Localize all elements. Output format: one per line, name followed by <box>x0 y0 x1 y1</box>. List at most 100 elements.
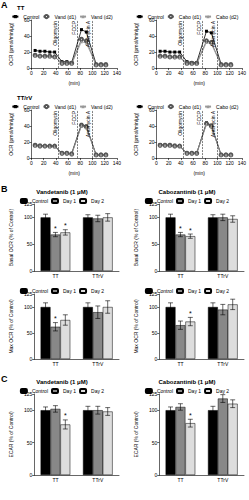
svg-text:Basal OCR (% of Control): Basal OCR (% of Control) <box>133 209 139 267</box>
svg-text:50: 50 <box>27 440 33 446</box>
svg-text:140: 140 <box>113 70 122 76</box>
svg-text:*: * <box>54 315 57 322</box>
svg-text:TTrV: TTrV <box>92 361 104 367</box>
svg-text:0: 0 <box>29 268 32 274</box>
svg-text:OCR (pmol/min/μg): OCR (pmol/min/μg) <box>133 112 139 155</box>
svg-text:*: * <box>64 222 67 229</box>
svg-text:Control: Control <box>157 288 173 294</box>
svg-text:TT: TT <box>52 273 58 279</box>
svg-text:60: 60 <box>190 160 196 166</box>
svg-text:50: 50 <box>152 330 158 336</box>
svg-text:OCR (pmol/min/μg): OCR (pmol/min/μg) <box>8 112 14 155</box>
svg-text:40: 40 <box>149 33 155 39</box>
svg-text:40: 40 <box>178 160 184 166</box>
svg-text:Cabozantinib (1 μM): Cabozantinib (1 μM) <box>159 379 216 385</box>
svg-text:Cabo (d2): Cabo (d2) <box>216 14 239 20</box>
svg-text:Control: Control <box>32 198 48 204</box>
svg-text:*: * <box>54 225 57 232</box>
svg-text:*: * <box>189 227 192 234</box>
svg-text:(min): (min) <box>193 170 205 176</box>
svg-text:60: 60 <box>65 70 71 76</box>
svg-text:60: 60 <box>190 70 196 76</box>
svg-text:Day 2: Day 2 <box>216 288 229 294</box>
svg-text:Day 1: Day 1 <box>63 288 76 294</box>
svg-text:20: 20 <box>149 139 155 145</box>
svg-text:TTrV: TTrV <box>217 477 229 483</box>
svg-text:Control: Control <box>157 198 173 204</box>
svg-text:100: 100 <box>88 160 97 166</box>
svg-text:*: * <box>189 310 192 317</box>
svg-text:0: 0 <box>29 356 32 362</box>
svg-text:*: * <box>64 412 67 419</box>
svg-text:(min): (min) <box>68 80 80 86</box>
svg-text:40: 40 <box>24 123 30 129</box>
svg-text:0: 0 <box>155 70 158 76</box>
svg-text:(min): (min) <box>193 80 205 86</box>
svg-text:*: * <box>179 225 182 232</box>
svg-text:20: 20 <box>166 160 172 166</box>
svg-text:(min): (min) <box>68 170 80 176</box>
svg-text:FCCP: FCCP <box>196 20 202 34</box>
svg-text:Oligomycin: Oligomycin <box>52 21 58 46</box>
svg-text:TTrV: TTrV <box>92 273 104 279</box>
svg-text:100: 100 <box>88 70 97 76</box>
svg-text:Day 2: Day 2 <box>91 288 104 294</box>
svg-text:0: 0 <box>29 472 32 478</box>
svg-text:Oligomycin: Oligomycin <box>177 21 183 46</box>
svg-text:Cabo (d1): Cabo (d1) <box>179 14 202 20</box>
svg-text:TTrV: TTrV <box>92 477 104 483</box>
svg-text:Day 2: Day 2 <box>91 388 104 394</box>
svg-text:0: 0 <box>30 70 33 76</box>
svg-text:Vand (d2): Vand (d2) <box>91 14 113 20</box>
svg-text:Cabozantinib (1 μM): Cabozantinib (1 μM) <box>159 189 216 195</box>
svg-text:TT: TT <box>52 477 58 483</box>
svg-text:0: 0 <box>154 268 157 274</box>
svg-text:Day 1: Day 1 <box>188 288 201 294</box>
svg-text:100: 100 <box>149 304 158 310</box>
svg-text:Oligomycin: Oligomycin <box>177 111 183 136</box>
svg-text:Control: Control <box>148 104 164 110</box>
svg-text:20: 20 <box>166 70 172 76</box>
svg-text:Oligomycin: Oligomycin <box>52 111 58 136</box>
svg-text:120: 120 <box>100 160 109 166</box>
svg-text:40: 40 <box>149 123 155 129</box>
svg-text:TT/rV: TT/rV <box>17 95 32 101</box>
svg-text:OCR (pmol/min/μg): OCR (pmol/min/μg) <box>133 22 139 65</box>
svg-text:TT: TT <box>177 361 183 367</box>
svg-text:100: 100 <box>24 304 33 310</box>
svg-text:Day 1: Day 1 <box>188 388 201 394</box>
svg-text:Day 2: Day 2 <box>216 198 229 204</box>
svg-text:Vandetanib (1 μM): Vandetanib (1 μM) <box>36 189 87 195</box>
svg-text:Day 1: Day 1 <box>63 198 76 204</box>
svg-text:0: 0 <box>30 160 33 166</box>
svg-text:Antimycin A: Antimycin A <box>210 20 216 47</box>
svg-text:Vandetanib (1 μM): Vandetanib (1 μM) <box>36 379 87 385</box>
svg-text:TT: TT <box>177 477 183 483</box>
svg-text:0: 0 <box>154 472 157 478</box>
svg-text:FCCP: FCCP <box>71 20 77 34</box>
svg-text:100: 100 <box>213 160 222 166</box>
svg-text:Control: Control <box>148 14 164 20</box>
svg-text:TT: TT <box>17 5 25 11</box>
svg-text:ECAR (% of Control): ECAR (% of Control) <box>133 411 139 457</box>
svg-text:80: 80 <box>77 70 83 76</box>
svg-text:40: 40 <box>178 70 184 76</box>
svg-text:20: 20 <box>41 70 47 76</box>
svg-text:Cabo (d2): Cabo (d2) <box>216 104 239 110</box>
svg-text:100: 100 <box>149 214 158 220</box>
svg-text:20: 20 <box>41 160 47 166</box>
svg-text:Antimycin A: Antimycin A <box>210 110 216 137</box>
svg-text:140: 140 <box>238 70 247 76</box>
svg-text:Control: Control <box>23 14 39 20</box>
svg-text:80: 80 <box>202 160 208 166</box>
svg-text:Day 2: Day 2 <box>91 198 104 204</box>
svg-text:100: 100 <box>24 407 33 413</box>
svg-text:50: 50 <box>152 241 158 247</box>
svg-text:*: * <box>189 412 192 419</box>
svg-text:TT: TT <box>177 273 183 279</box>
svg-text:80: 80 <box>202 70 208 76</box>
svg-text:100: 100 <box>149 407 158 413</box>
svg-text:0: 0 <box>155 160 158 166</box>
svg-text:TT: TT <box>52 361 58 367</box>
svg-text:20: 20 <box>24 139 30 145</box>
